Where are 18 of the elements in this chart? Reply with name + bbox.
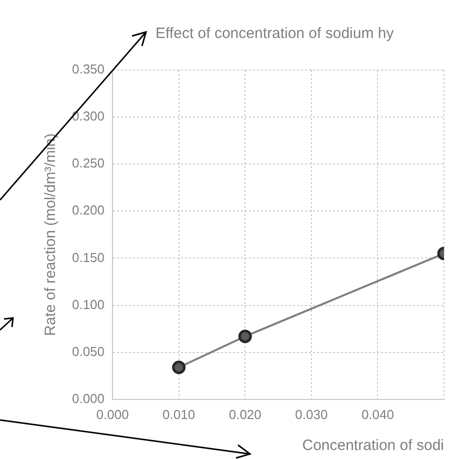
point <box>238 330 252 344</box>
chart-title: Effect of concentration of sodium hy <box>156 25 394 42</box>
x-tick-label: 0.010 <box>162 406 196 422</box>
y-tick-label: 0.100 <box>72 296 105 312</box>
y-tick-label: 0.250 <box>72 156 105 171</box>
y-axis-title: Rate of reaction (mol/dm³/min) <box>42 133 60 336</box>
x-tick-label: 0.000 <box>96 406 129 422</box>
x-axis-title: Concentration of sodi <box>302 437 444 454</box>
y-tick-label: 0.000 <box>72 390 105 406</box>
y-tick-label: 0.050 <box>72 344 105 359</box>
x-tick-label: 0.020 <box>228 406 262 422</box>
x-tick-label: 0.040 <box>361 406 394 422</box>
y-tick-label: 0.150 <box>72 250 105 265</box>
y-tick-label: 0.300 <box>72 108 105 124</box>
y-tick-label: 0.350 <box>72 62 105 77</box>
y-tick-label: 0.200 <box>72 202 105 218</box>
point <box>172 360 186 374</box>
x-tick-label: 0.030 <box>295 406 328 422</box>
